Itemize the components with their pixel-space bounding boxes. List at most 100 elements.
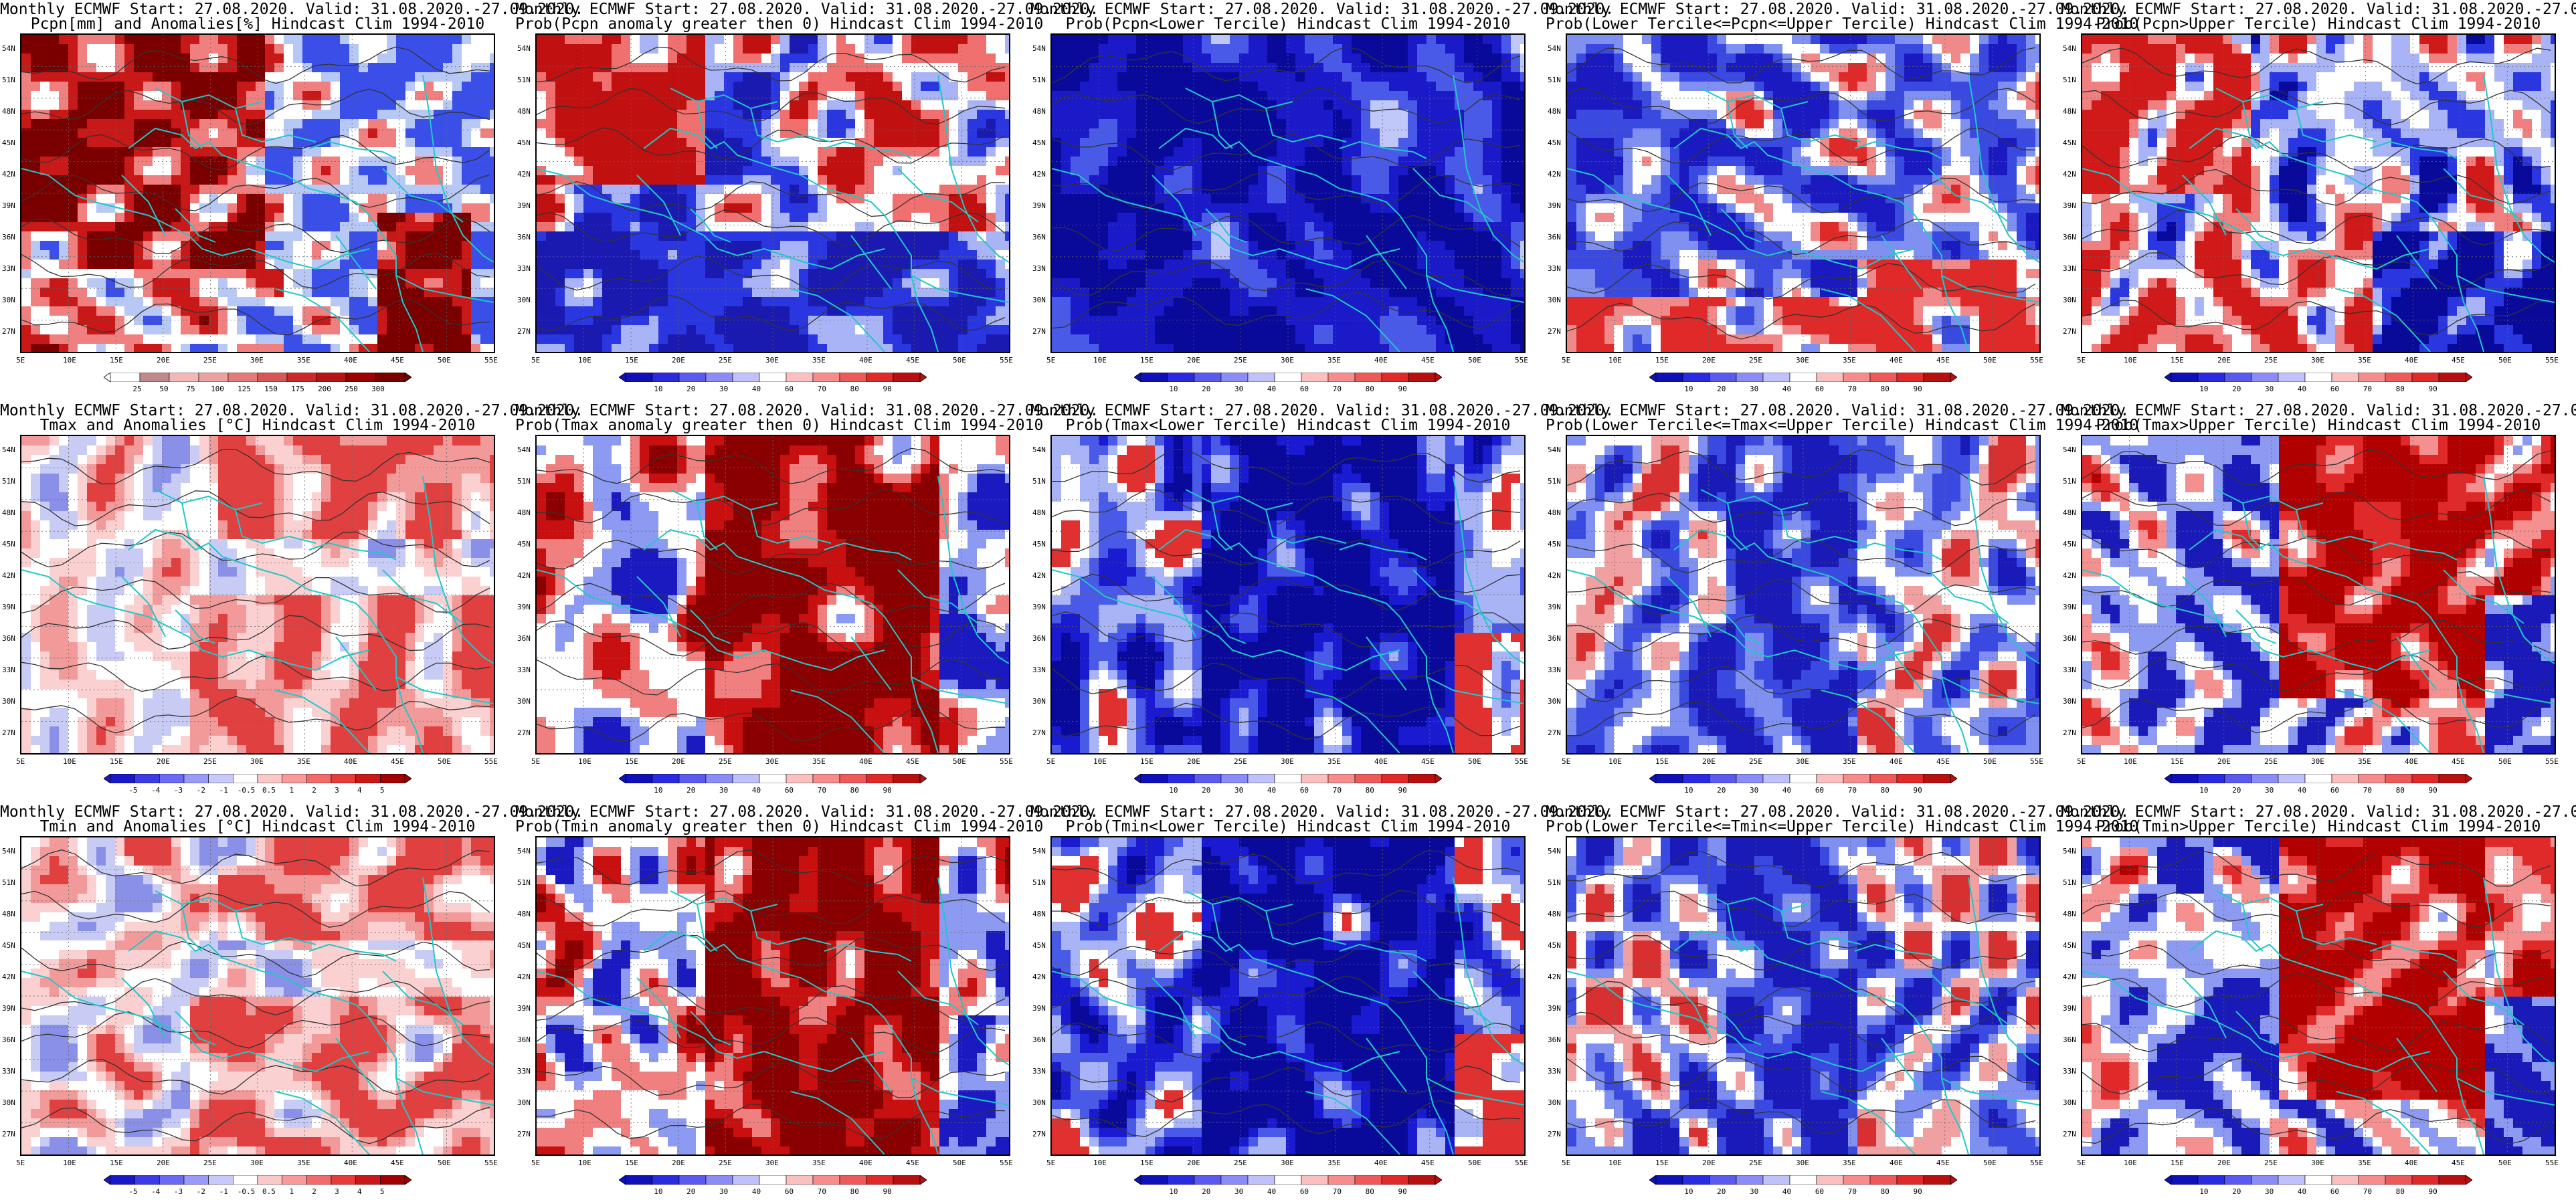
map-field-cell <box>1220 269 1230 278</box>
map-field-cell <box>462 35 471 44</box>
map-field-cell <box>227 316 237 325</box>
map-field-cell <box>565 44 574 54</box>
map-field-cell <box>705 72 715 82</box>
map-field-cell <box>40 138 50 147</box>
map-field-cell <box>696 260 705 269</box>
map-field-cell <box>780 269 790 278</box>
map-field-cell <box>799 194 808 203</box>
map-field-cell <box>968 128 977 138</box>
map-field-cell <box>1417 213 1427 222</box>
map-field-cell <box>434 35 443 44</box>
map-field-cell <box>574 157 583 166</box>
map-field-cell <box>846 110 855 119</box>
map-field-cell <box>1417 241 1427 250</box>
map-field-cell <box>864 100 874 110</box>
map-field-cell <box>1249 260 1258 269</box>
map-field-cell <box>1436 82 1445 91</box>
map-field-cell <box>1108 260 1117 269</box>
map-field-cell <box>686 119 696 128</box>
colorbar-arrow-right <box>404 373 411 382</box>
map-field-cell <box>1389 44 1398 54</box>
map-field-cell <box>939 147 949 157</box>
map-field-cell <box>1192 260 1202 269</box>
map-field-cell <box>1361 82 1370 91</box>
map-field-cell <box>677 166 686 175</box>
map-field-cell <box>621 138 630 147</box>
map-field-cell <box>331 203 340 213</box>
map-field-cell <box>911 250 921 260</box>
map-field-cell <box>293 82 302 91</box>
map-field-cell <box>1361 203 1370 213</box>
colorbar-swatch <box>866 373 894 382</box>
map-field-cell <box>1202 54 1211 63</box>
map-field-cell <box>227 241 237 250</box>
map-field-cell <box>921 231 930 241</box>
longitude-label: 10E <box>63 356 76 365</box>
map-field-cell <box>715 288 724 297</box>
map-field-cell <box>59 72 68 82</box>
map-field-cell <box>1164 54 1174 63</box>
map-field-cell <box>1267 260 1277 269</box>
map-field-cell <box>1408 119 1417 128</box>
map-field-cell <box>359 82 368 91</box>
map-field-cell <box>359 119 368 128</box>
map-field-cell <box>153 110 162 119</box>
map-field-cell <box>96 138 106 147</box>
map-field-cell <box>1473 72 1483 82</box>
map-field-cell <box>1286 231 1295 241</box>
map-field-cell <box>1455 166 1464 175</box>
map-field-cell <box>302 269 312 278</box>
map-field-cell <box>171 297 181 306</box>
map-field-cell <box>761 119 771 128</box>
map-field-cell <box>1099 213 1108 222</box>
map-field-cell <box>771 222 780 231</box>
map-field-cell <box>87 260 96 269</box>
map-field-cell <box>724 325 733 334</box>
map-field-cell <box>181 269 190 278</box>
map-field-cell <box>1071 241 1080 250</box>
map-field-cell <box>546 260 555 269</box>
map-field-cell <box>1136 63 1145 72</box>
map-field-cell <box>1249 175 1258 185</box>
map-field-cell <box>930 250 939 260</box>
map-field-cell <box>864 203 874 213</box>
map-field-cell <box>1436 185 1445 194</box>
map-field-cell <box>1286 119 1295 128</box>
map-field-cell <box>593 185 602 194</box>
map-field-cell <box>1071 175 1080 185</box>
map-field-cell <box>855 72 864 82</box>
map-field-cell <box>1342 222 1352 231</box>
map-field-cell <box>480 157 490 166</box>
map-field-cell <box>462 128 471 138</box>
map-field-cell <box>396 203 405 213</box>
map-field-cell <box>1511 269 1520 278</box>
map-field-cell <box>415 260 424 269</box>
map-field-cell <box>377 194 387 203</box>
map-field-cell <box>1267 194 1277 203</box>
map-field-cell <box>1323 35 1333 44</box>
map-field-cell <box>377 269 387 278</box>
map-field-cell <box>59 100 68 110</box>
map-field-cell <box>752 110 761 119</box>
map-field-cell <box>1183 110 1192 119</box>
map-field-cell <box>349 213 359 222</box>
map-field-cell <box>1230 82 1239 91</box>
map-field-cell <box>668 100 677 110</box>
map-field-cell <box>1455 44 1464 54</box>
map-field-cell <box>612 138 621 147</box>
map-field-cell <box>1136 241 1145 250</box>
map-field-cell <box>190 269 199 278</box>
forecast-map <box>535 33 1010 353</box>
map-field-cell <box>396 344 405 352</box>
map-field-cell <box>1052 231 1061 241</box>
map-field-cell <box>874 325 883 334</box>
map-field-cell <box>893 325 902 334</box>
map-field-cell <box>1427 44 1436 54</box>
map-field-cell <box>640 166 649 175</box>
map-field-cell <box>293 231 302 241</box>
map-field-cell <box>1473 110 1483 119</box>
map-field-cell <box>331 138 340 147</box>
map-field-cell <box>930 278 939 288</box>
map-field-cell <box>452 175 462 185</box>
map-field-cell <box>199 325 209 334</box>
